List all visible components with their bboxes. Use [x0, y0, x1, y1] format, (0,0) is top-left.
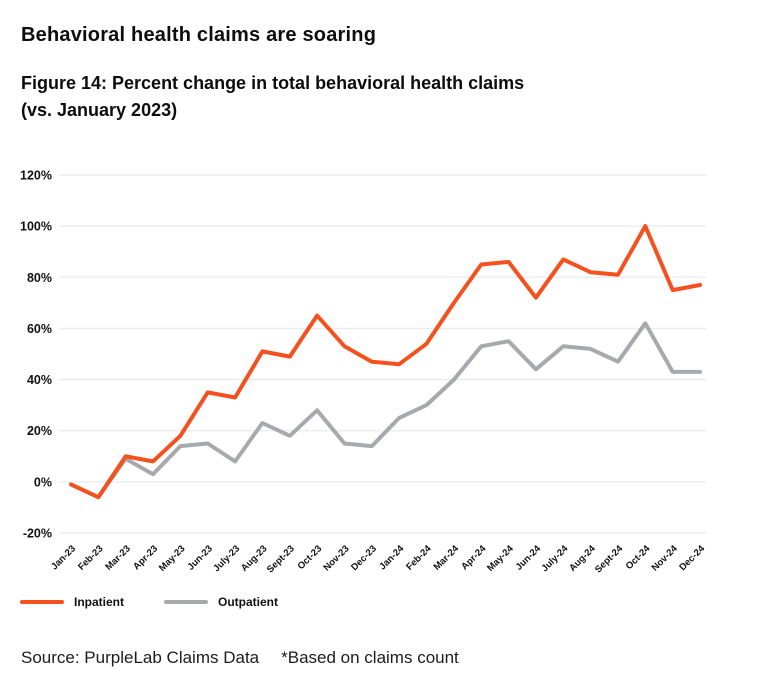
- inpatient-line-swatch-icon: [20, 600, 64, 604]
- x-axis-tick-label: Sept-24: [593, 543, 626, 576]
- x-axis-tick-label: Dec-24: [677, 543, 707, 573]
- x-axis-tick-label: Jun-24: [514, 543, 544, 573]
- x-axis-tick-label: Feb-24: [404, 543, 434, 573]
- y-axis-tick-label: 80%: [27, 271, 52, 285]
- x-axis-tick-label: Jun-23: [185, 543, 214, 572]
- x-axis-tick-label: Jan-24: [377, 543, 407, 573]
- x-axis-tick-label: Apr-24: [459, 543, 489, 573]
- x-axis-tick-label: Jan-23: [49, 543, 78, 572]
- outpatient-line-swatch-icon: [164, 600, 208, 604]
- series-line-inpatient: [69, 224, 702, 500]
- source-attribution: Source: PurpleLab Claims Data *Based on c…: [21, 648, 459, 668]
- legend-label-inpatient: Inpatient: [74, 595, 124, 609]
- y-axis-tick-label: -20%: [23, 527, 52, 541]
- source-text: Source: PurpleLab Claims Data: [21, 648, 260, 667]
- legend-label-outpatient: Outpatient: [218, 595, 278, 609]
- x-axis-tick-label: Mar-23: [103, 543, 132, 572]
- figure-caption: Figure 14: Percent change in total behav…: [21, 73, 525, 120]
- y-axis-tick-label: 40%: [27, 373, 52, 387]
- chart-legend: Inpatient Outpatient: [20, 595, 278, 609]
- x-axis-tick-label: Oct-23: [296, 543, 325, 572]
- y-axis-tick-label: 0%: [34, 475, 52, 489]
- x-axis-tick-label: Mar-24: [432, 543, 462, 573]
- line-chart: 120% 100% 80% 60% 40% 20% 0% -20% Jan-23 Feb-23 Ma…: [0, 155, 768, 585]
- x-axis-tick-label: Apr-23: [131, 543, 160, 572]
- x-axis-tick-label: Oct-24: [624, 543, 653, 572]
- x-axis-tick-label: Nov-23: [321, 543, 351, 573]
- x-axis-tick-label: May-23: [157, 543, 188, 574]
- x-axis-tick-label: Dec-23: [349, 543, 379, 573]
- series-line-outpatient: [69, 321, 702, 500]
- x-axis-tick-label: July-23: [211, 543, 242, 574]
- y-axis-tick-label: 120%: [20, 169, 52, 183]
- x-axis-tick-label: Aug-23: [239, 543, 270, 574]
- y-axis-tick-label: 60%: [27, 322, 52, 336]
- source-footnote: *Based on claims count: [281, 648, 459, 667]
- x-axis-tick-label: July-24: [539, 543, 570, 574]
- y-axis-tick-label: 100%: [20, 220, 52, 234]
- x-axis-tick-label: Feb-23: [76, 543, 105, 572]
- x-axis-tick-label: May-24: [485, 543, 516, 574]
- x-axis-tick-label: Nov-24: [650, 543, 681, 574]
- page-title: Behavioral health claims are soaring: [21, 24, 377, 46]
- x-axis-tick-label: Sept-23: [265, 543, 297, 575]
- y-axis-tick-label: 20%: [27, 424, 52, 438]
- legend-item-outpatient: Outpatient: [164, 595, 278, 609]
- chart-canvas: 120%100%80%60%40%20%0%-20%Jan-23Feb-23Ma…: [20, 169, 708, 576]
- legend-item-inpatient: Inpatient: [20, 595, 124, 609]
